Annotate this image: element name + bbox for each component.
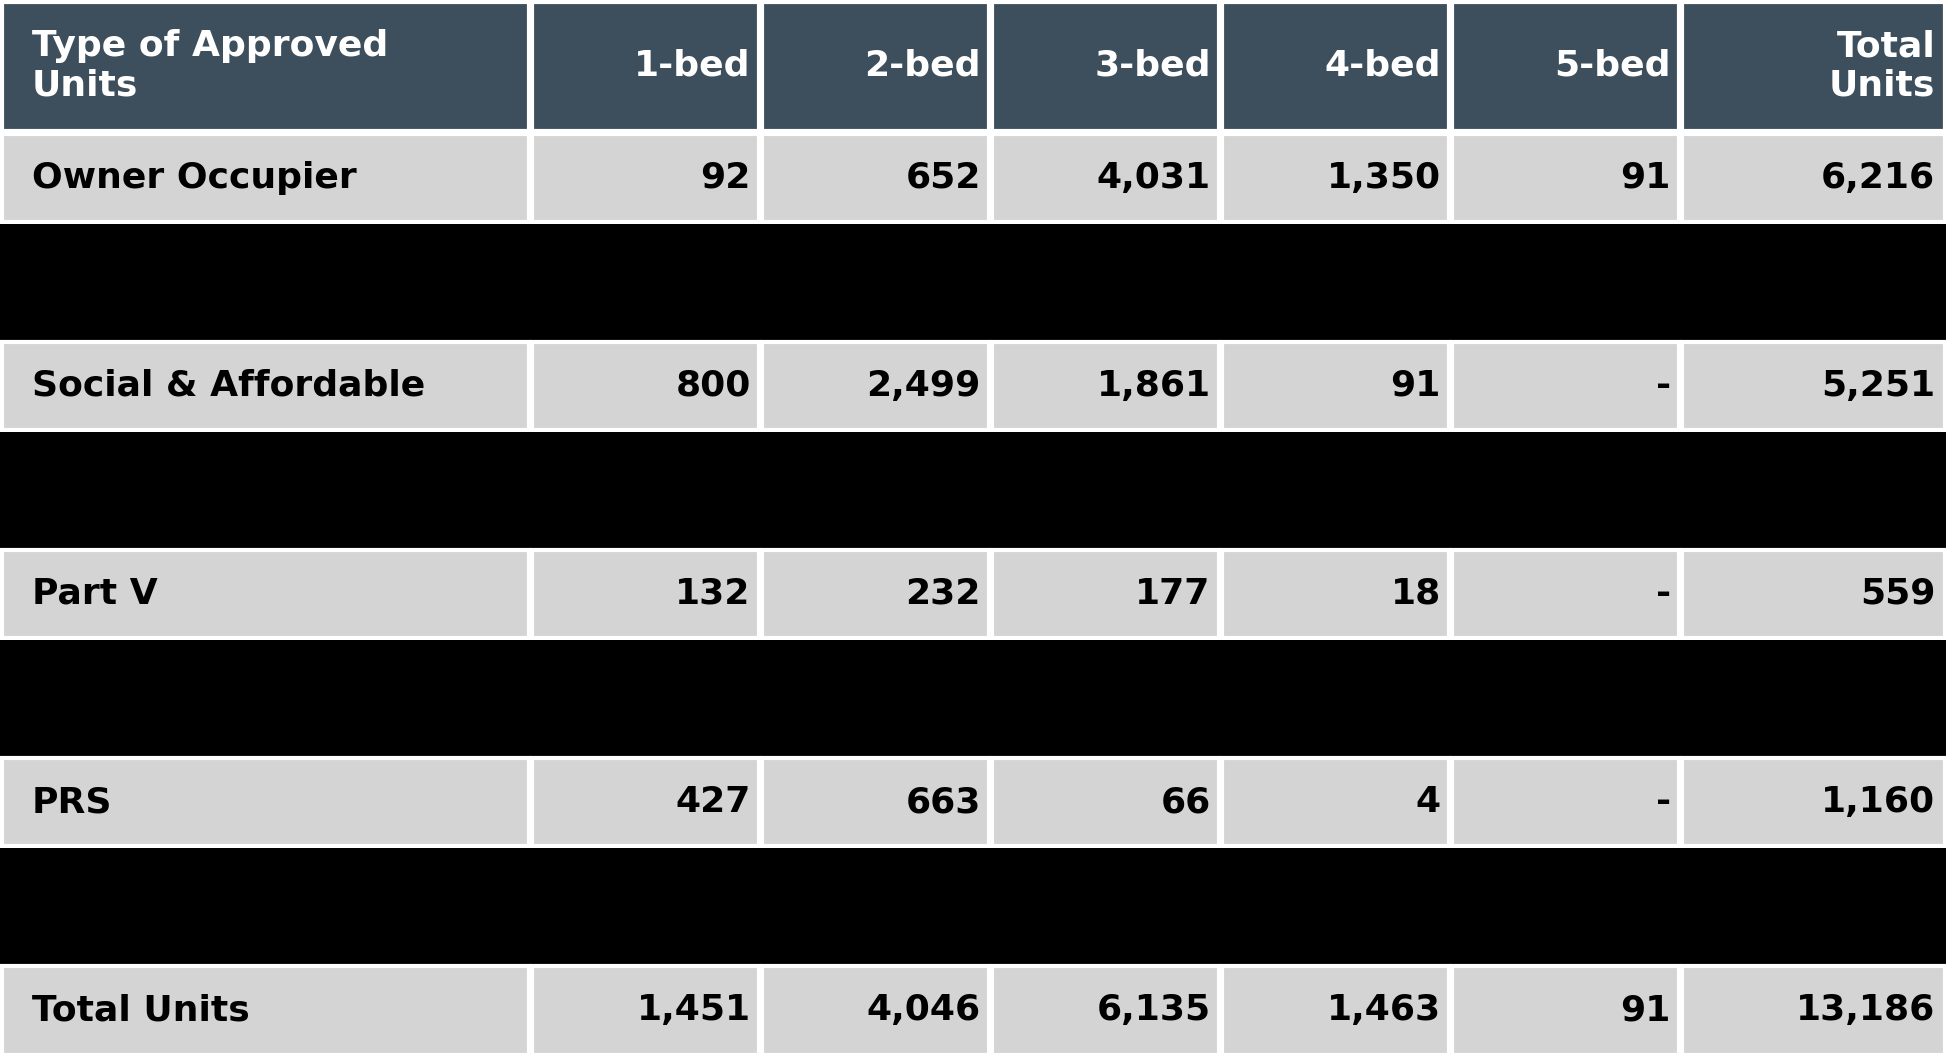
Bar xyxy=(761,341,989,430)
Text: 3-bed: 3-bed xyxy=(1094,49,1210,83)
Bar xyxy=(531,550,759,638)
Text: 5-bed: 5-bed xyxy=(1555,49,1672,83)
Bar xyxy=(1222,966,1448,1055)
Text: 4: 4 xyxy=(1415,785,1440,819)
Bar xyxy=(761,550,989,638)
Text: 652: 652 xyxy=(905,161,981,194)
Bar xyxy=(2,966,529,1055)
Text: 2,499: 2,499 xyxy=(866,369,981,403)
Text: 177: 177 xyxy=(1135,577,1210,611)
Text: 6,216: 6,216 xyxy=(1821,161,1936,194)
Bar xyxy=(531,133,759,222)
Bar xyxy=(761,966,989,1055)
Text: 92: 92 xyxy=(701,161,751,194)
Text: 4,046: 4,046 xyxy=(866,994,981,1027)
Text: 1-bed: 1-bed xyxy=(634,49,751,83)
Bar xyxy=(992,1,1218,131)
Bar xyxy=(531,1,759,131)
Bar xyxy=(761,758,989,847)
Text: 91: 91 xyxy=(1621,161,1672,194)
Bar xyxy=(992,341,1218,430)
Text: 2-bed: 2-bed xyxy=(864,49,981,83)
Bar xyxy=(2,1,529,131)
Bar xyxy=(761,1,989,131)
Bar xyxy=(1681,341,1944,430)
Text: 1,463: 1,463 xyxy=(1327,994,1440,1027)
Text: Total
Units: Total Units xyxy=(1829,30,1936,102)
Bar xyxy=(531,758,759,847)
Bar xyxy=(1222,758,1448,847)
Bar xyxy=(1681,550,1944,638)
Bar xyxy=(2,133,529,222)
Text: -: - xyxy=(1656,577,1672,611)
Text: 18: 18 xyxy=(1391,577,1440,611)
Text: 427: 427 xyxy=(675,785,751,819)
Bar xyxy=(992,133,1218,222)
Text: Type of Approved
Units: Type of Approved Units xyxy=(31,30,387,102)
Bar xyxy=(992,966,1218,1055)
Bar xyxy=(531,341,759,430)
Bar xyxy=(0,432,1946,548)
Text: Part V: Part V xyxy=(31,577,158,611)
Text: 6,135: 6,135 xyxy=(1098,994,1210,1027)
Text: 13,186: 13,186 xyxy=(1796,994,1936,1027)
Text: Total Units: Total Units xyxy=(31,994,249,1027)
Text: 91: 91 xyxy=(1391,369,1440,403)
Text: -: - xyxy=(1656,785,1672,819)
Text: 663: 663 xyxy=(905,785,981,819)
Bar xyxy=(1681,1,1944,131)
Text: 4,031: 4,031 xyxy=(1098,161,1210,194)
Text: 800: 800 xyxy=(675,369,751,403)
Text: 1,160: 1,160 xyxy=(1821,785,1936,819)
Bar xyxy=(1452,341,1679,430)
Bar xyxy=(1452,966,1679,1055)
Bar xyxy=(531,966,759,1055)
Bar xyxy=(2,341,529,430)
Bar xyxy=(761,133,989,222)
Bar xyxy=(1681,758,1944,847)
Text: -: - xyxy=(1656,369,1672,403)
Text: 66: 66 xyxy=(1160,785,1210,819)
Bar xyxy=(1681,133,1944,222)
Bar xyxy=(0,224,1946,340)
Bar xyxy=(1681,966,1944,1055)
Text: 232: 232 xyxy=(905,577,981,611)
Bar xyxy=(2,758,529,847)
Bar xyxy=(0,848,1946,964)
Bar xyxy=(1452,133,1679,222)
Text: PRS: PRS xyxy=(31,785,113,819)
Bar xyxy=(1452,550,1679,638)
Bar xyxy=(2,550,529,638)
Bar xyxy=(0,640,1946,756)
Bar xyxy=(1222,1,1448,131)
Bar xyxy=(1452,1,1679,131)
Bar xyxy=(1222,341,1448,430)
Text: 1,350: 1,350 xyxy=(1327,161,1440,194)
Text: Social & Affordable: Social & Affordable xyxy=(31,369,424,403)
Bar xyxy=(1222,550,1448,638)
Text: 1,451: 1,451 xyxy=(636,994,751,1027)
Bar xyxy=(992,550,1218,638)
Bar xyxy=(1452,758,1679,847)
Text: 559: 559 xyxy=(1860,577,1936,611)
Text: 5,251: 5,251 xyxy=(1821,369,1936,403)
Bar xyxy=(1222,133,1448,222)
Text: 132: 132 xyxy=(675,577,751,611)
Text: 1,861: 1,861 xyxy=(1098,369,1210,403)
Text: 4-bed: 4-bed xyxy=(1325,49,1440,83)
Text: Owner Occupier: Owner Occupier xyxy=(31,161,356,194)
Bar xyxy=(992,758,1218,847)
Text: 91: 91 xyxy=(1621,994,1672,1027)
